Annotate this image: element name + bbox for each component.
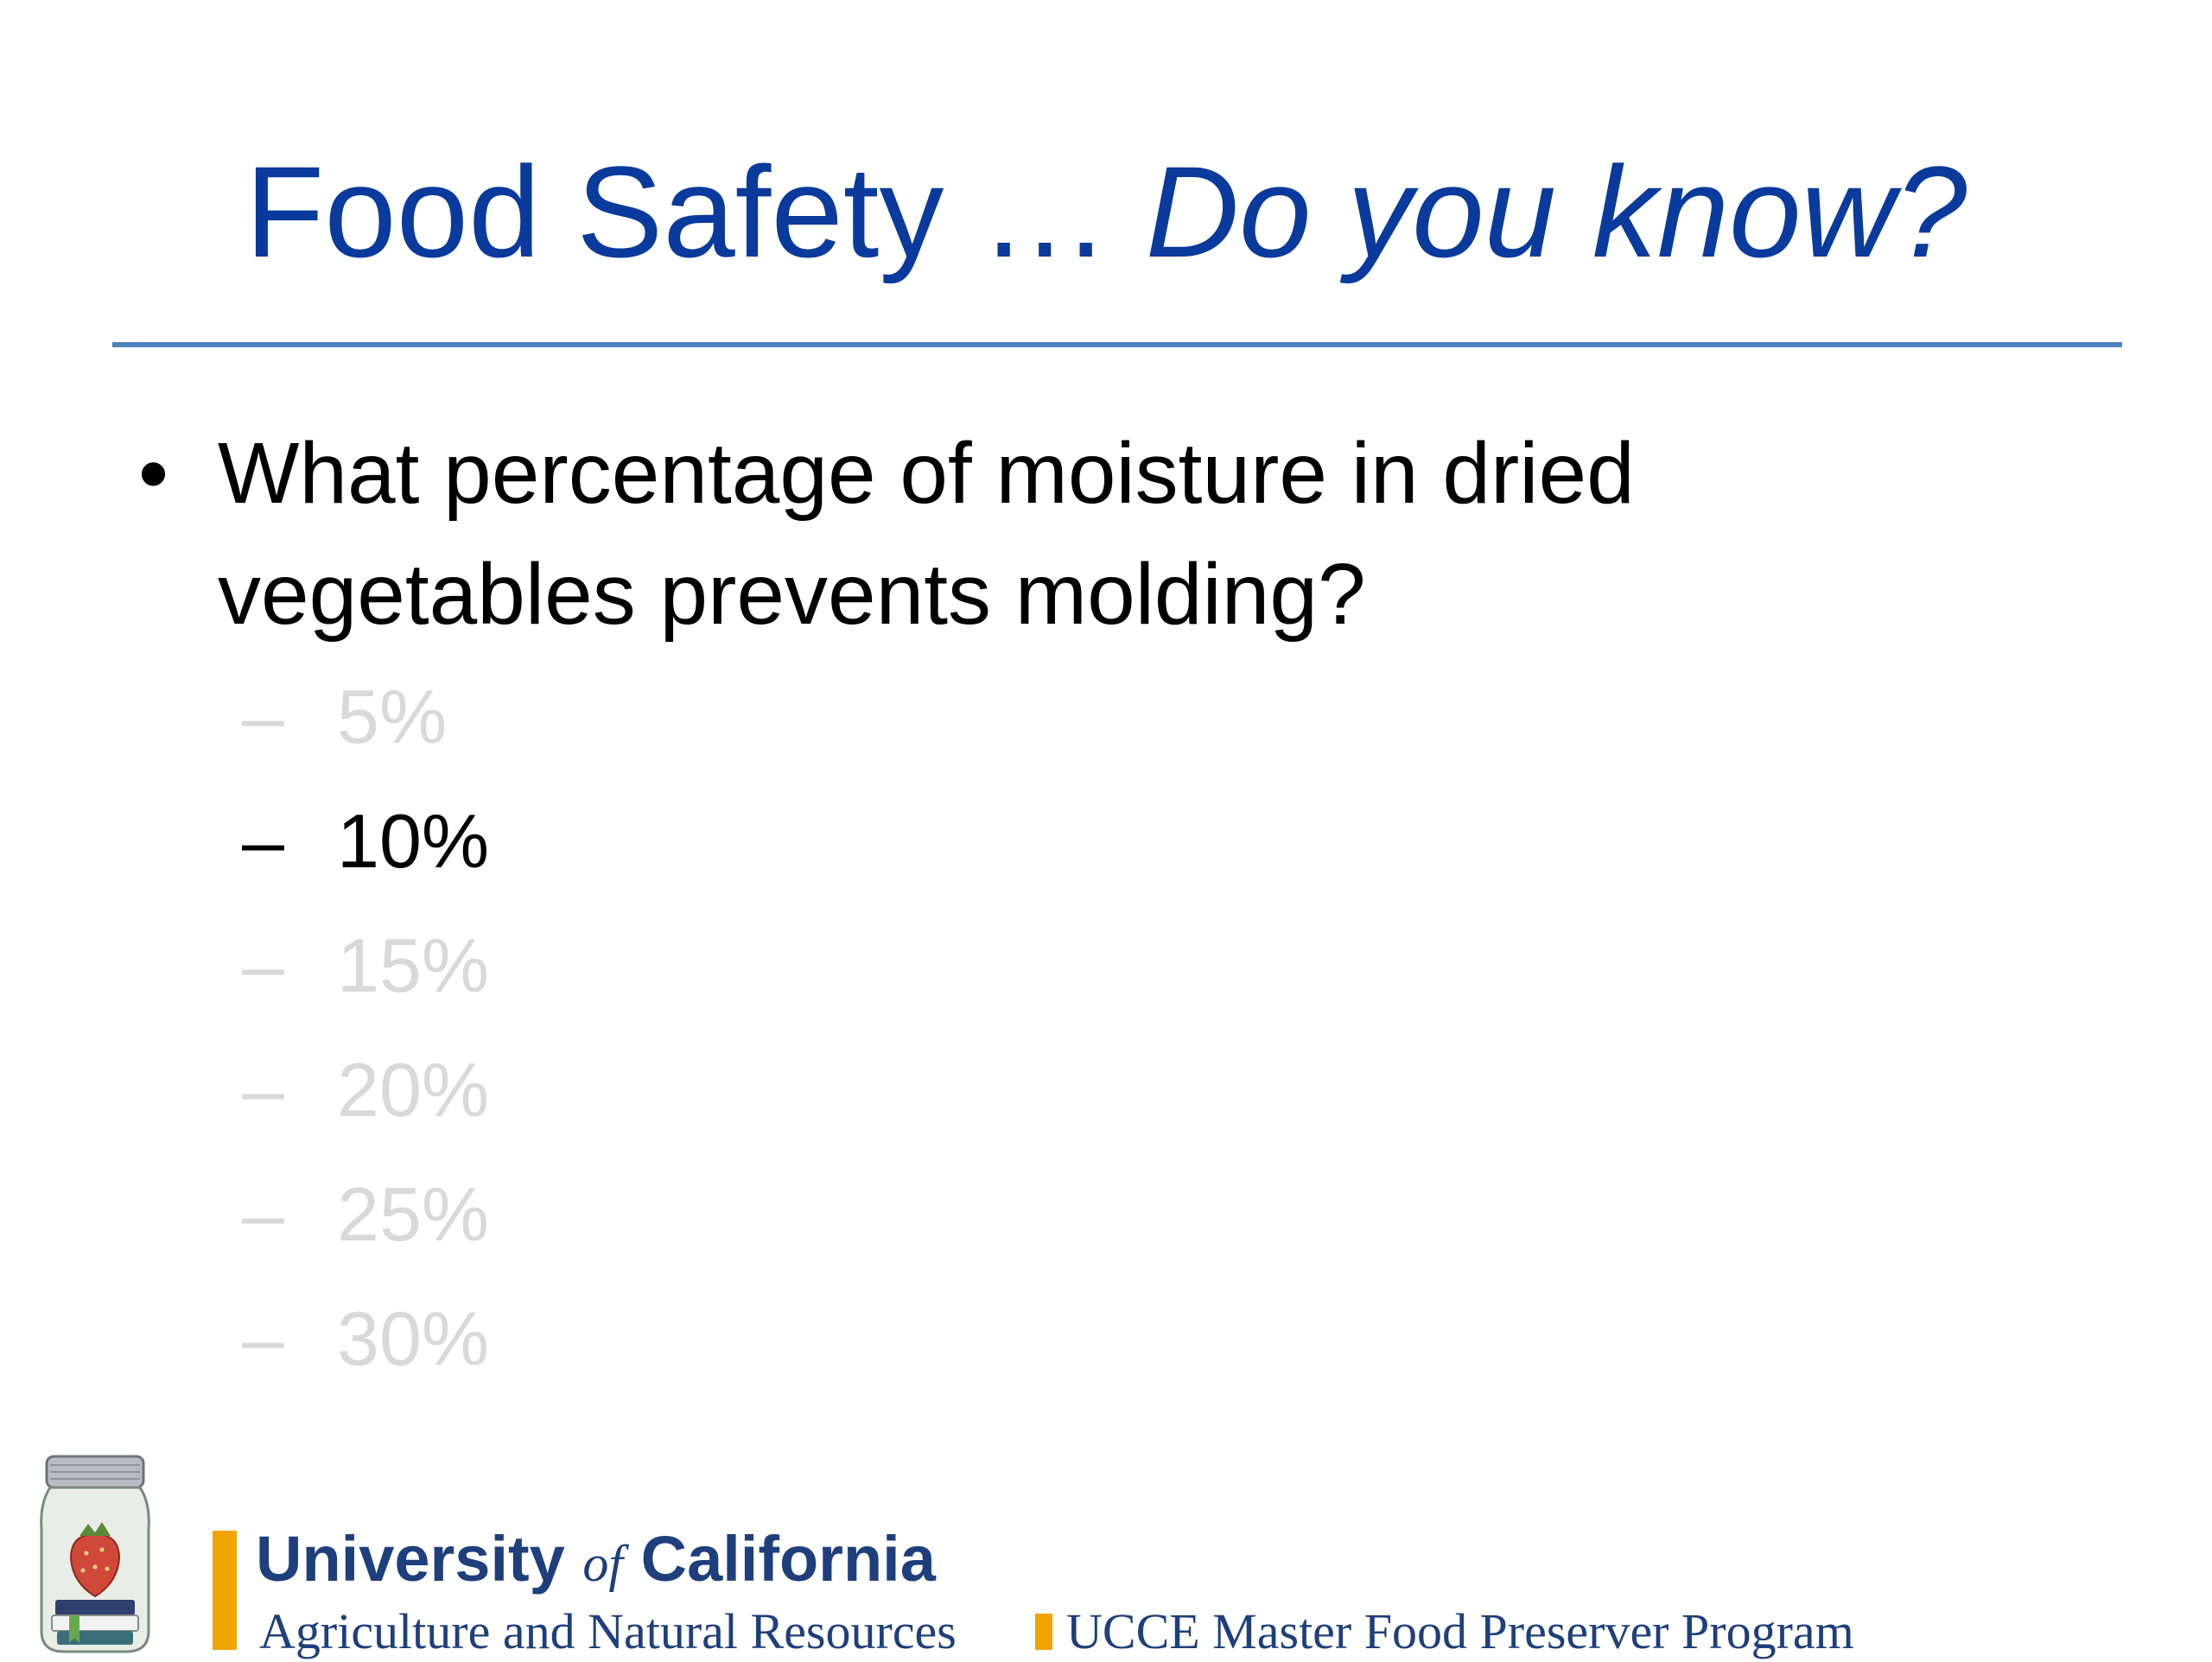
dash-icon: – bbox=[242, 923, 284, 1008]
answer-option: –10% bbox=[242, 790, 489, 914]
uc-part1: University bbox=[256, 1523, 583, 1595]
answer-label: 10% bbox=[337, 798, 490, 884]
uc-accent-bar bbox=[213, 1531, 237, 1650]
bullet-icon: • bbox=[138, 425, 169, 522]
dash-icon: – bbox=[242, 1047, 284, 1132]
title-main: Food Safety … bbox=[245, 139, 1146, 284]
answer-option: –5% bbox=[242, 665, 489, 790]
answer-label: 20% bbox=[337, 1047, 490, 1132]
dash-icon: – bbox=[242, 1296, 284, 1381]
dash-icon: – bbox=[242, 798, 284, 884]
dash-icon: – bbox=[242, 674, 284, 759]
uc-of: of bbox=[582, 1535, 624, 1592]
dash-icon: – bbox=[242, 1171, 284, 1257]
answer-option: –30% bbox=[242, 1287, 489, 1411]
footer: University of California Agriculture and… bbox=[0, 1451, 2212, 1659]
answer-label: 15% bbox=[337, 923, 490, 1008]
question-block: • What percentage of moisture in dried v… bbox=[138, 413, 1953, 655]
program-name: UCCE Master Food Preserver Program bbox=[1066, 1603, 1854, 1659]
answer-option: –25% bbox=[242, 1163, 489, 1287]
jar-logo-icon bbox=[40, 1455, 150, 1653]
title-italic: Do you know? bbox=[1145, 139, 1967, 284]
answer-option: –15% bbox=[242, 914, 489, 1038]
answer-option: –20% bbox=[242, 1038, 489, 1163]
uc-part2: California bbox=[623, 1523, 936, 1595]
anr-name: Agriculture and Natural Resources bbox=[259, 1603, 957, 1659]
slide-title: Food Safety … Do you know? bbox=[0, 138, 2212, 285]
answer-label: 5% bbox=[337, 674, 448, 759]
answer-options: –5% –10% –15% –20% –25% –30% bbox=[242, 665, 489, 1411]
title-divider bbox=[112, 342, 2122, 347]
answer-label: 25% bbox=[337, 1171, 490, 1257]
question-text: What percentage of moisture in dried veg… bbox=[218, 425, 1635, 643]
program-accent-bar bbox=[1035, 1614, 1052, 1650]
university-name: University of California bbox=[256, 1520, 936, 1602]
answer-label: 30% bbox=[337, 1296, 490, 1381]
